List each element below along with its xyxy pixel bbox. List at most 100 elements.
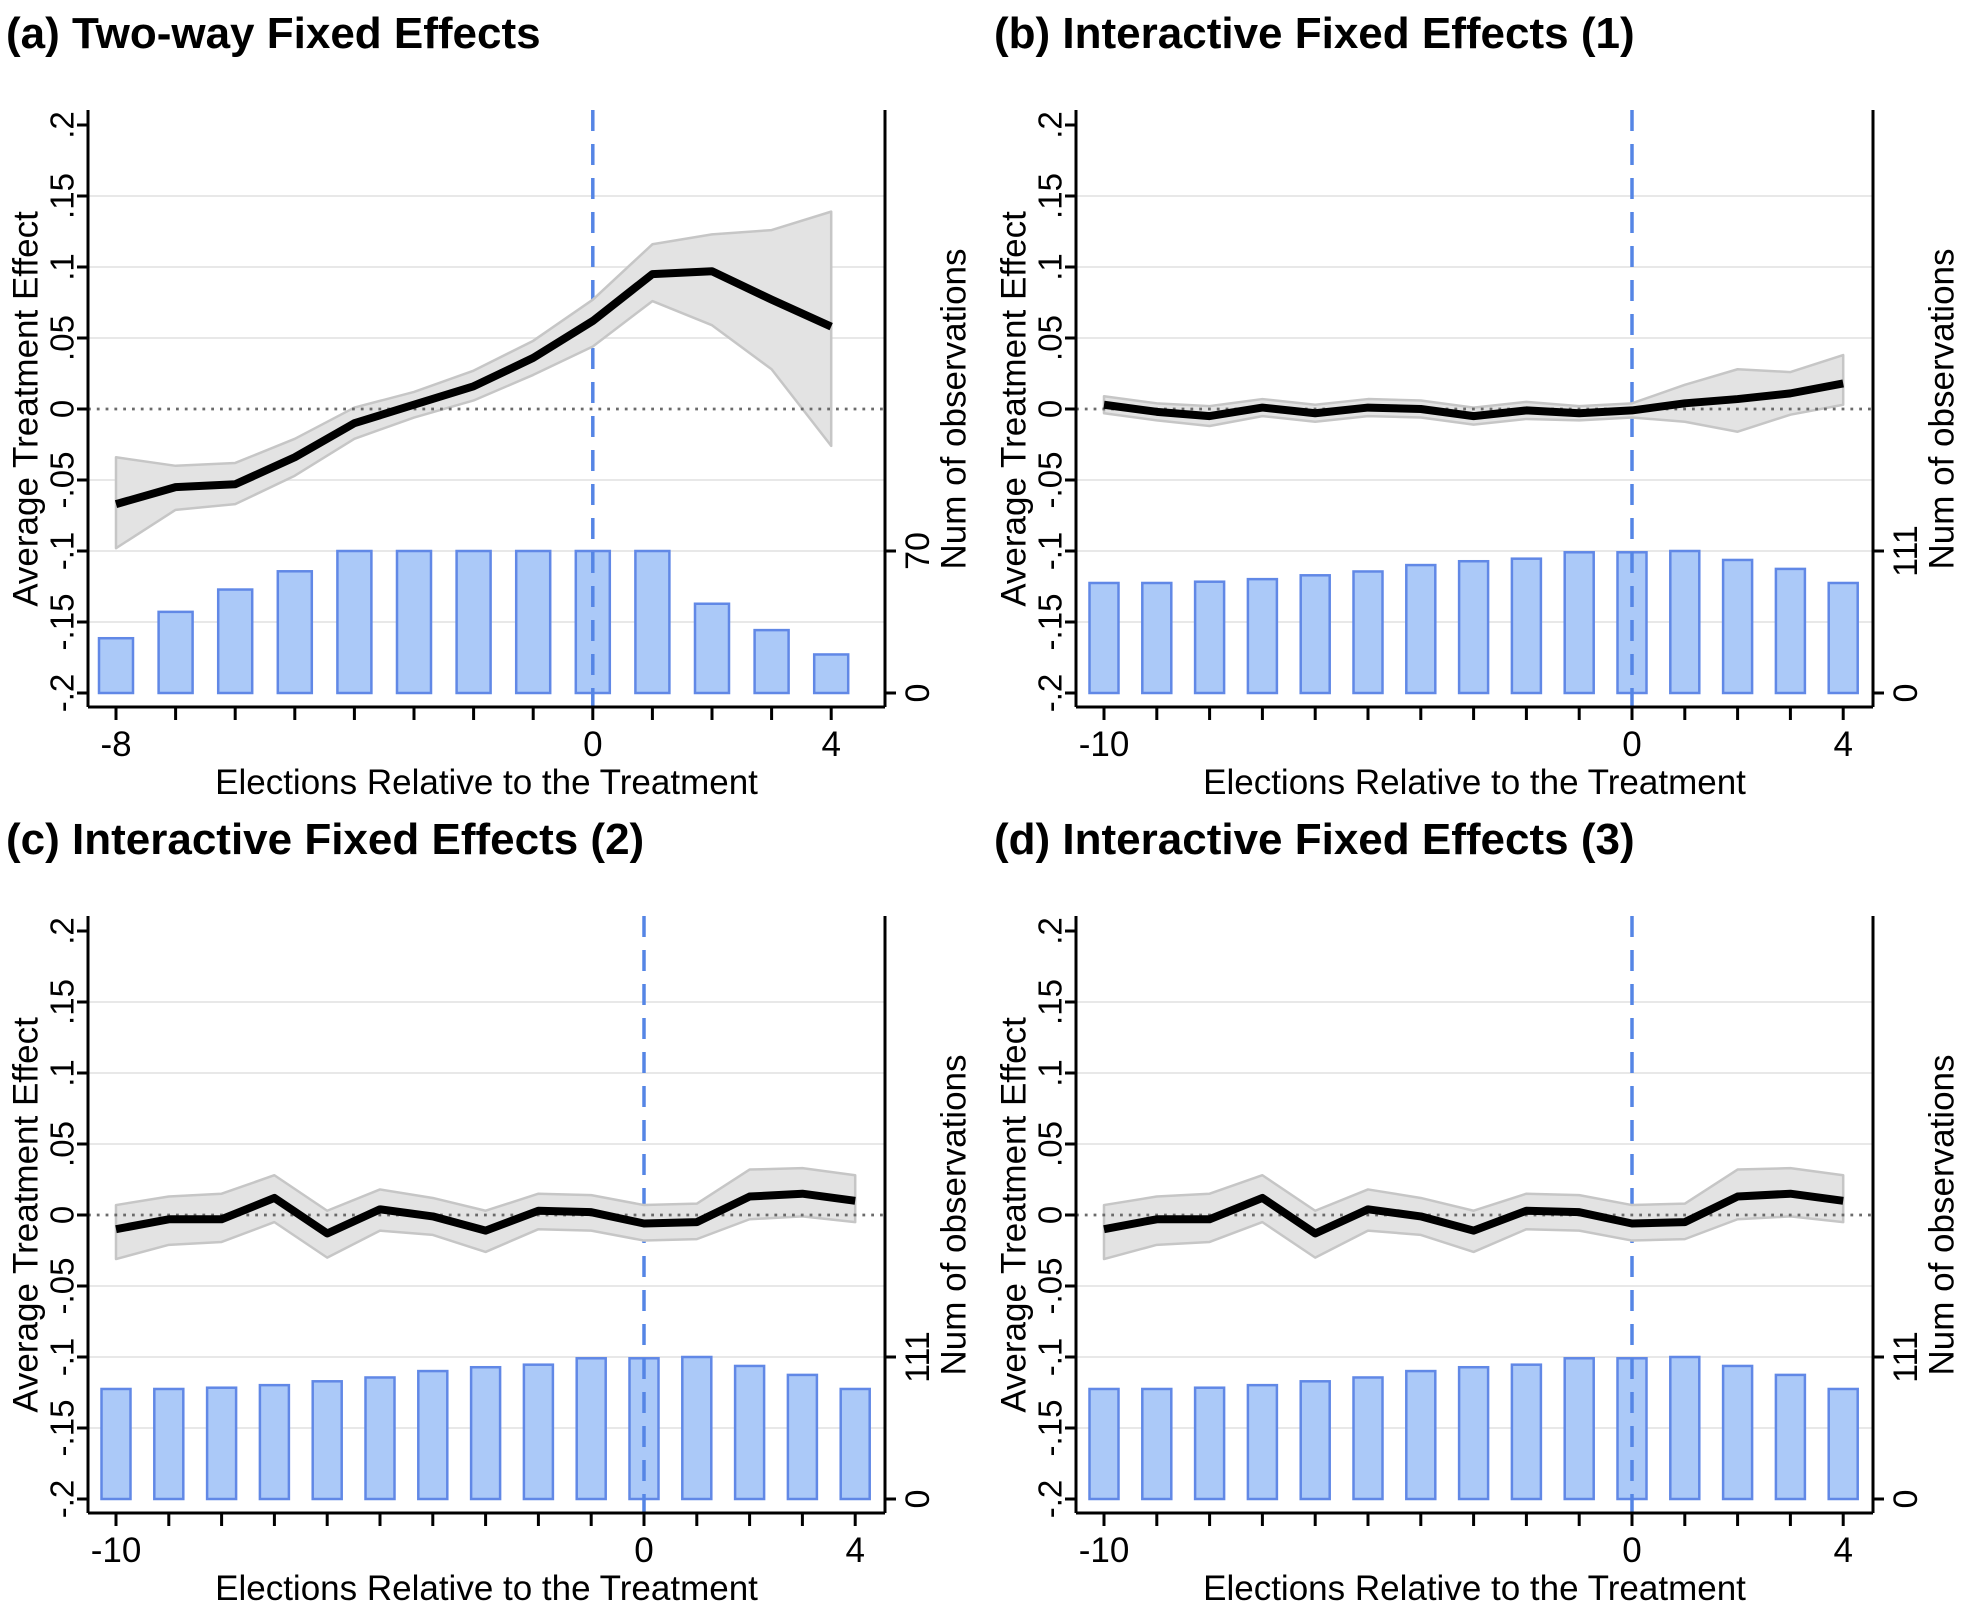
y2-axis-title: Num of observations: [1923, 249, 1962, 570]
observations-bar: [1827, 1387, 1859, 1501]
panel-interactive-fixed-effects-3: .2 .15 .1 .05 0 -.05 -.1 -.15 -.2 0 111 -10 0 4 Averag…: [988, 806, 1975, 1612]
observations-bar: [1246, 1383, 1279, 1501]
chart-c: .2 .15 .1 .05 0 -.05 -.1 -.15 -.2 0 111 -10 0 4 Averag…: [6, 815, 974, 1608]
y-tick-label: .2: [44, 917, 81, 945]
observations-bar: [97, 636, 135, 695]
observations-bar: [1299, 1380, 1331, 1501]
observations-bar: [1193, 580, 1226, 695]
observations-bar: [1563, 1357, 1595, 1501]
y-tick-label: .2: [1032, 917, 1069, 945]
observations-bar: [1721, 1364, 1754, 1501]
x-tick-label: 4: [845, 1531, 864, 1570]
observations-bar: [1510, 557, 1543, 695]
panel-title: (c) Interactive Fixed Effects (2): [6, 815, 644, 864]
y-tick-label: 0: [1032, 400, 1069, 418]
x-tick-label: 0: [634, 1531, 653, 1570]
observations-bar: [733, 1364, 766, 1501]
observations-bar: [364, 1376, 396, 1501]
y-tick-label: -.2: [1032, 1480, 1069, 1519]
y2-axis-title: Num of observations: [935, 1055, 974, 1376]
observations-bar: [753, 628, 790, 695]
observations-bar: [455, 549, 492, 695]
x-tick-label: -10: [1079, 725, 1130, 764]
chart-d: .2 .15 .1 .05 0 -.05 -.1 -.15 -.2 0 111 -10 0 4 Averag…: [994, 815, 1962, 1608]
y-tick-label: .15: [44, 173, 81, 219]
y-axis-title: Average Treatment Effect: [995, 1017, 1034, 1413]
y-tick-label: -.2: [44, 674, 81, 713]
panel-interactive-fixed-effects-2: .2 .15 .1 .05 0 -.05 -.1 -.15 -.2 0 111 -10 0 4 Averag…: [0, 806, 987, 1612]
confidence-band: [114, 210, 833, 550]
y-tick-label: -.2: [44, 1480, 81, 1519]
y-tick-label: -.1: [44, 532, 81, 571]
y-tick-label: .15: [1032, 173, 1069, 219]
confidence-band: [1102, 353, 1845, 433]
observations-bar: [1141, 581, 1173, 695]
y-tick-label: -.1: [1032, 1338, 1069, 1377]
x-axis-title: Elections Relative to the Treatment: [1203, 1569, 1746, 1608]
y-tick-label: .05: [1032, 315, 1069, 361]
y-tick-label: .2: [44, 111, 81, 139]
observations-bar: [514, 549, 552, 695]
y-tick-label: .15: [44, 979, 81, 1025]
y-tick-label: .05: [44, 1121, 81, 1167]
y-tick-label: -.15: [1032, 594, 1069, 651]
y2-tick-label: 0: [1887, 684, 1925, 703]
observations-bar: [786, 1373, 819, 1501]
observations-bar: [693, 602, 731, 695]
x-tick-label: -10: [1079, 1531, 1130, 1570]
x-tick-label: -10: [91, 1531, 142, 1570]
chart-b: .2 .15 .1 .05 0 -.05 -.1 -.15 -.2 0 111 -10 0 4 Averag…: [994, 9, 1962, 802]
y2-axis-title: Num of observations: [1923, 1055, 1962, 1376]
y-tick-label: -.15: [44, 1400, 81, 1457]
y2-tick-label: 111: [1887, 1331, 1925, 1383]
observations-bar: [1457, 1365, 1490, 1501]
panel-two-way-fixed-effects: .2 .15 .1 .05 0 -.05 -.1 -.15 -.2 0 70 -8 0 4 Average …: [0, 0, 987, 806]
y-tick-label: .1: [1032, 253, 1069, 281]
y-tick-label: -.05: [1032, 452, 1069, 509]
y-tick-label: -.1: [1032, 532, 1069, 571]
observations-bar: [812, 653, 850, 695]
observations-bar: [1352, 570, 1384, 695]
observations-bar: [1774, 567, 1807, 695]
observations-bar: [157, 610, 194, 695]
y-axis-title: Average Treatment Effect: [995, 211, 1034, 607]
y-tick-label: -.1: [44, 1338, 81, 1377]
ate-line: [115, 1189, 856, 1238]
y-tick-label: 0: [44, 1206, 81, 1224]
y-axis-title: Average Treatment Effect: [7, 211, 46, 607]
observations-bar: [1405, 563, 1437, 695]
x-tick-label: 0: [583, 725, 602, 764]
panel-title: (d) Interactive Fixed Effects (3): [994, 815, 1635, 864]
x-tick-label: 4: [1833, 1531, 1852, 1570]
observations-bar: [1141, 1387, 1173, 1501]
observations-bar: [681, 1355, 713, 1501]
observations-bar: [469, 1365, 502, 1501]
y-tick-label: .15: [1032, 979, 1069, 1025]
panel-interactive-fixed-effects-1: .2 .15 .1 .05 0 -.05 -.1 -.15 -.2 0 111 -10 0 4 Averag…: [988, 0, 1975, 806]
observations-bar: [1088, 581, 1120, 695]
observations-bar: [100, 1387, 132, 1501]
observations-bar: [1246, 577, 1279, 695]
y-tick-label: 0: [1032, 1206, 1069, 1224]
x-tick-label: 0: [1622, 1531, 1641, 1570]
y-tick-label: .1: [44, 253, 81, 281]
observations-bar: [216, 588, 254, 695]
y2-tick-label: 0: [1887, 1490, 1925, 1509]
x-tick-label: 4: [821, 725, 840, 764]
panel-title: (a) Two-way Fixed Effects: [6, 9, 541, 58]
y-tick-label: -.15: [1032, 1400, 1069, 1457]
y2-tick-label: 111: [899, 1331, 937, 1383]
confidence-band: [114, 1166, 857, 1261]
y2-tick-label: 70: [899, 532, 937, 570]
chart-a: .2 .15 .1 .05 0 -.05 -.1 -.15 -.2 0 70 -8 0 4 Average …: [6, 9, 974, 802]
observations-bar: [311, 1380, 343, 1501]
y-tick-label: -.15: [44, 594, 81, 651]
observations-bar: [276, 570, 314, 695]
ate-line: [1103, 379, 1844, 421]
y-tick-label: .05: [44, 315, 81, 361]
observations-bar: [417, 1369, 449, 1501]
observations-bar: [1457, 559, 1490, 695]
observations-bar: [1721, 558, 1754, 695]
observations-bar: [1827, 581, 1859, 695]
x-axis-title: Elections Relative to the Treatment: [215, 1569, 758, 1608]
